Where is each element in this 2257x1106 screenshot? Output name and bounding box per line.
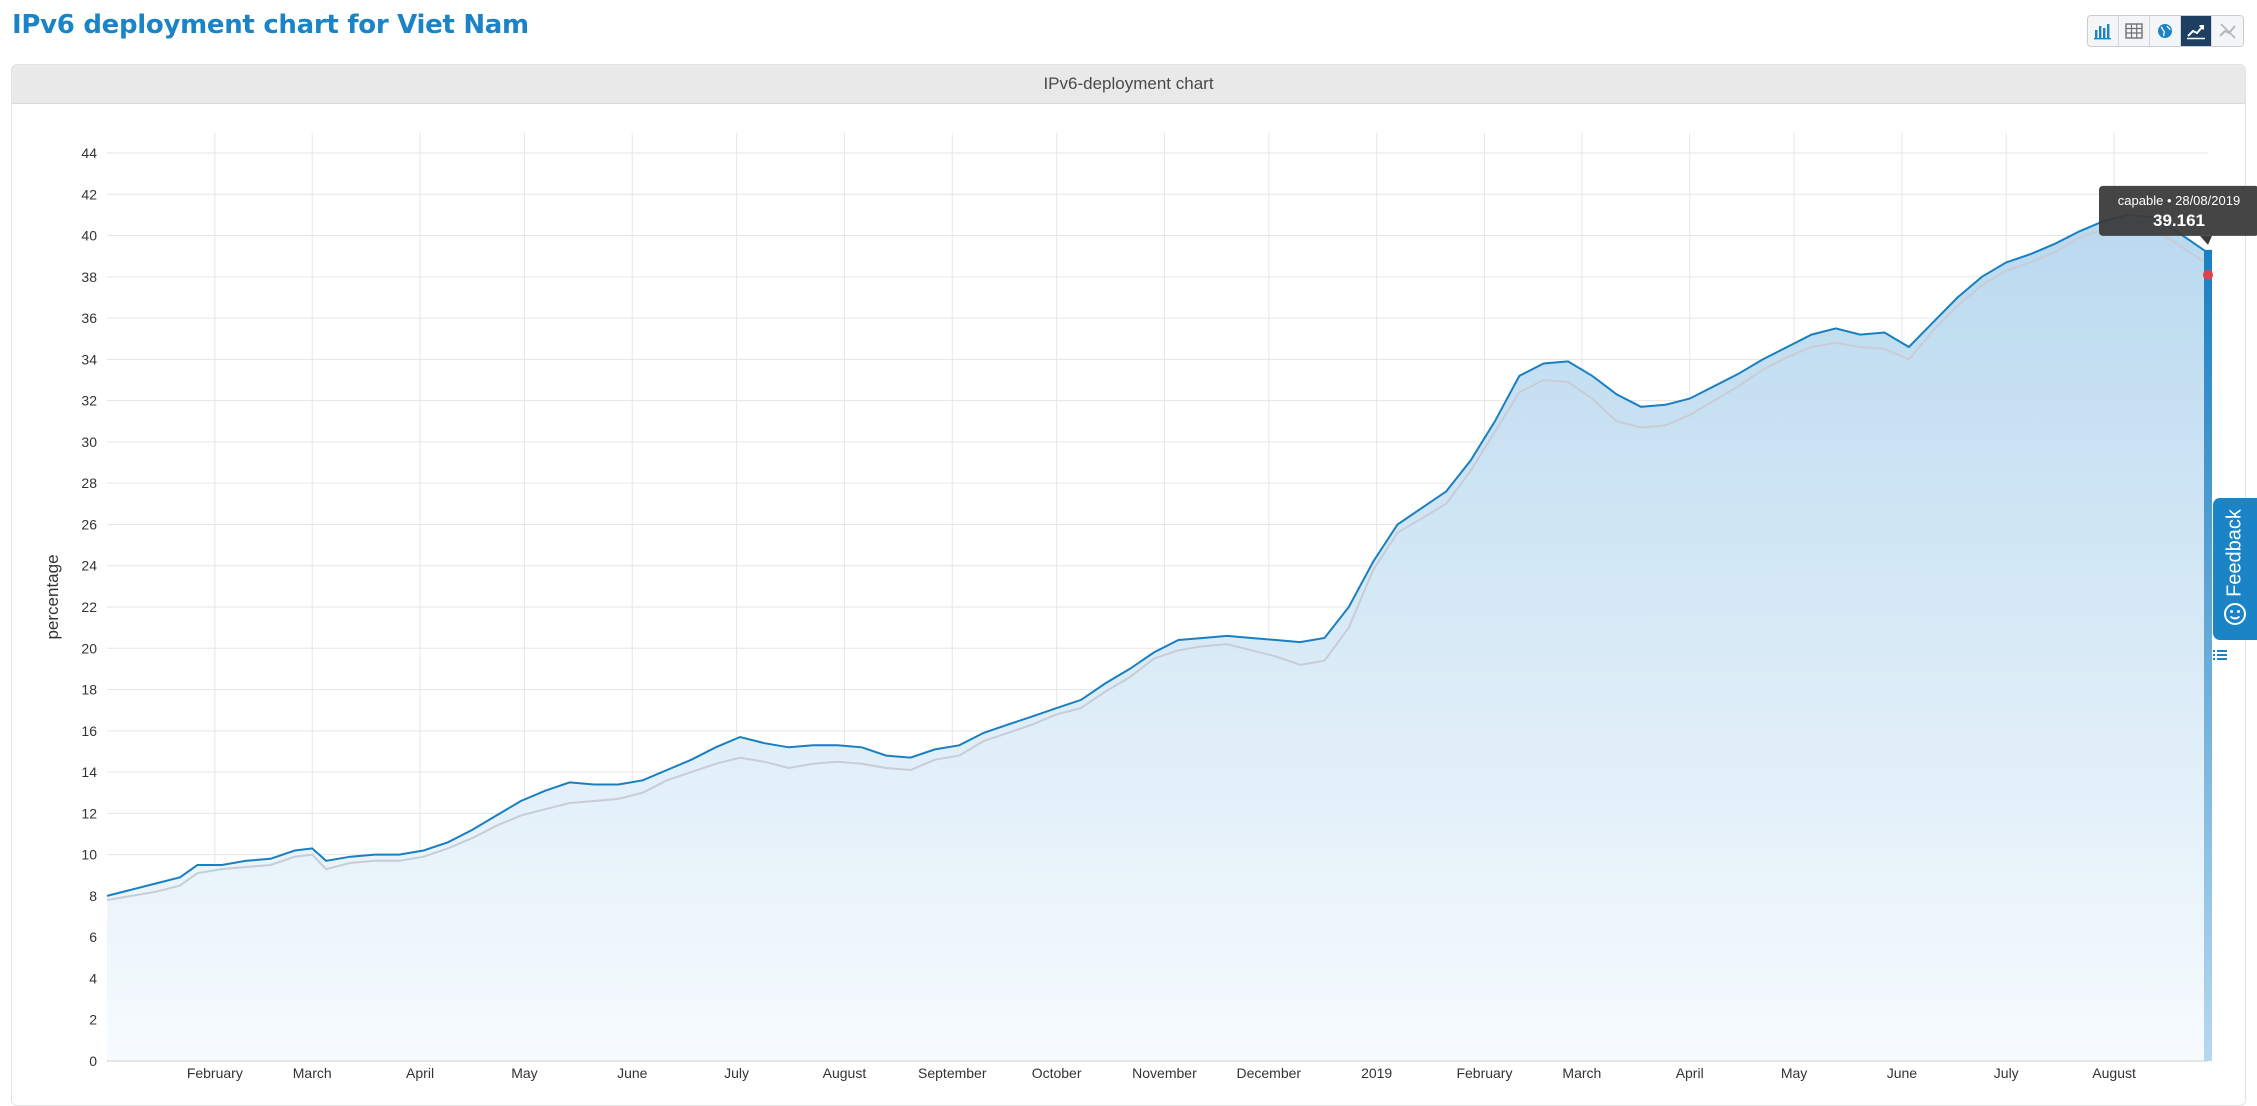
x-tick-label: May <box>1781 1065 1807 1081</box>
capable-area <box>107 214 2208 1061</box>
y-axis-label: percentage <box>43 554 62 639</box>
area-layer <box>107 214 2208 1061</box>
hover-point-marker <box>2203 269 2213 280</box>
tooltip-header: capable • 28/08/2019 <box>2118 193 2240 208</box>
y-tick-label: 12 <box>81 805 97 821</box>
y-tick-label: 22 <box>81 599 97 615</box>
y-tick-label: 14 <box>81 764 97 780</box>
y-tick-label: 4 <box>89 970 97 986</box>
y-tick-label: 38 <box>81 269 97 285</box>
x-tick-label: May <box>511 1065 537 1081</box>
x-tick-label: August <box>823 1065 867 1081</box>
panel-title: IPv6-deployment chart <box>1043 74 1214 93</box>
bar-chart-icon <box>2094 24 2111 40</box>
table-view-button[interactable] <box>2119 16 2150 46</box>
y-tick-label: 24 <box>81 558 97 574</box>
y-tick-label: 44 <box>81 145 97 161</box>
table-icon <box>2125 23 2143 39</box>
globe-icon <box>2158 24 2172 38</box>
x-tick-label: March <box>1562 1065 1601 1081</box>
y-tick-label: 36 <box>81 310 97 326</box>
y-tick-label: 30 <box>81 434 97 450</box>
x-tick-label: September <box>918 1065 987 1081</box>
x-tick-label: 2019 <box>1361 1065 1392 1081</box>
y-tick-label: 16 <box>81 723 97 739</box>
disabled-chart-icon <box>2218 23 2236 39</box>
x-tick-label: November <box>1132 1065 1197 1081</box>
disabled-chart-view-button[interactable] <box>2212 16 2243 46</box>
line-chart-icon <box>2187 25 2205 40</box>
y-tick-label: 34 <box>81 351 97 367</box>
x-tick-label: April <box>1676 1065 1704 1081</box>
feedback-tab[interactable]: Feedback <box>2213 498 2257 640</box>
y-tick-label: 32 <box>81 393 97 409</box>
y-tick-label: 8 <box>89 888 97 904</box>
y-tick-label: 20 <box>81 640 97 656</box>
x-tick-label: February <box>1456 1065 1512 1081</box>
y-tick-label: 18 <box>81 682 97 698</box>
y-tick-label: 40 <box>81 228 97 244</box>
x-tick-label: December <box>1237 1065 1302 1081</box>
y-tick-label: 2 <box>89 1012 97 1028</box>
panel-header: IPv6-deployment chart <box>12 65 2245 104</box>
x-tick-label: April <box>406 1065 434 1081</box>
x-tick-label: July <box>724 1065 749 1081</box>
x-tick-label: October <box>1032 1065 1082 1081</box>
tooltip: capable • 28/08/2019 39.161 <box>2099 185 2257 245</box>
map-view-button[interactable] <box>2150 16 2181 46</box>
page-title: IPv6 deployment chart for Viet Nam <box>12 10 529 40</box>
preferred-series-line <box>106 222 2209 901</box>
y-tick-label: 6 <box>89 929 97 945</box>
x-tick-label: August <box>2092 1065 2136 1081</box>
tooltip-value: 39.161 <box>2153 211 2205 230</box>
y-tick-label: 10 <box>81 847 97 863</box>
chart-view-toolbar <box>2087 15 2244 47</box>
smiley-icon <box>2224 603 2246 625</box>
y-tick-label: 26 <box>81 516 97 532</box>
y-tick-label: 42 <box>81 186 97 202</box>
x-tick-label: June <box>1887 1065 1918 1081</box>
axes: 0246810121416182022242628303234363840424… <box>81 145 2208 1081</box>
line-chart-view-button[interactable] <box>2181 16 2212 46</box>
capable-series-line <box>106 213 2209 897</box>
x-tick-label: June <box>617 1065 648 1081</box>
x-tick-label: February <box>187 1065 243 1081</box>
y-tick-label: 0 <box>89 1053 97 1069</box>
feedback-label: Feedback <box>2223 509 2246 597</box>
bar-chart-view-button[interactable] <box>2088 16 2119 46</box>
tooltip-box <box>2099 185 2257 236</box>
line-layer <box>106 213 2209 901</box>
x-tick-label: March <box>293 1065 332 1081</box>
y-tick-label: 28 <box>81 475 97 491</box>
hover-cursor-bar <box>2204 249 2212 1061</box>
tooltip-pointer <box>2200 235 2212 245</box>
x-tick-label: July <box>1994 1065 2019 1081</box>
list-icon[interactable] <box>2212 647 2228 663</box>
